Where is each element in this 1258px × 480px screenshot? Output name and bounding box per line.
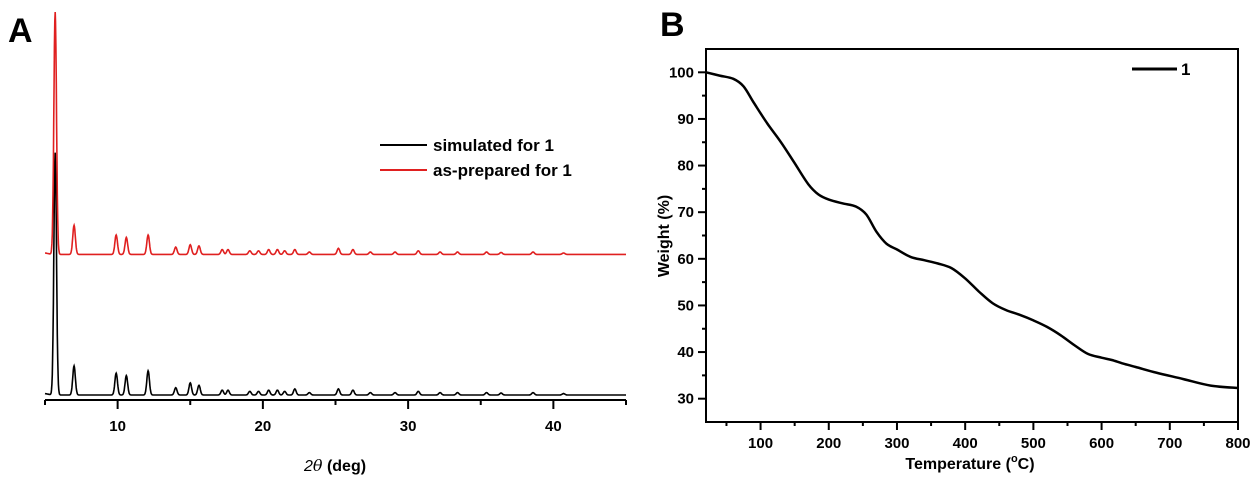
legend-label-simulated: simulated for 1 [433,136,554,155]
y-tick-label: 60 [677,251,694,268]
series-line-simulated [44,152,626,396]
panel-a-letter: A [8,12,33,50]
x-tick-label: 500 [1021,435,1046,452]
y-tick-label: 40 [677,344,694,361]
panel-a-x-axis-title: 2θ (deg) [303,456,366,475]
panel-b-x-axis-title-sup: o [1011,453,1018,465]
x-tick-label: 300 [884,435,909,452]
x-tick-label: 800 [1225,435,1250,452]
panel-b-y-ticks: 30 40 50 60 70 80 90 100 [669,64,706,408]
panel-b-x-axis-title-start: Temperature ( [905,456,1011,473]
panel-b-x-ticks: 100 200 300 400 500 600 700 800 [725,422,1251,452]
x-tick-label: 40 [545,418,562,435]
y-tick-label: 70 [677,204,694,221]
x-tick-label: 400 [953,435,978,452]
x-tick-label: 30 [400,418,417,435]
x-tick-label: 10 [109,418,126,435]
y-tick-label: 90 [677,111,694,128]
panel-b-tga-chart: B 30 40 50 60 70 80 90 100 100 200 300 400 500 600 70… [656,6,1251,473]
y-tick-label: 30 [677,391,694,408]
panel-a-x-ticks: 10 20 30 40 [44,400,627,435]
panel-b-plot-frame [705,48,1239,423]
x-tick-label: 700 [1157,435,1182,452]
y-tick-label: 50 [677,297,694,314]
panel-b-letter: B [660,6,685,44]
panel-a-legend: simulated for 1 as-prepared for 1 [380,136,572,180]
panel-b-y-axis-title: Weight (%) [656,195,673,277]
y-tick-label: 80 [677,158,694,175]
x-tick-label: 20 [255,418,272,435]
panel-a-xrd-chart: A 10 20 30 40 2θ (deg) simulated for 1 as-p… [8,11,627,475]
legend-label-1: 1 [1181,60,1190,79]
panel-b-legend: 1 [1132,60,1190,79]
series-line-as-prepared [45,11,626,256]
panel-b-x-axis-title: Temperature (oC) [905,453,1034,473]
series-line-1 [705,71,1239,390]
panel-a-traces [44,11,626,396]
panel-b-x-axis-title-end: C) [1018,456,1035,473]
legend-label-as-prepared: as-prepared for 1 [433,161,572,180]
x-tick-label: 600 [1089,435,1114,452]
x-tick-label: 200 [816,435,841,452]
x-tick-label: 100 [748,435,773,452]
y-tick-label: 100 [669,64,694,81]
